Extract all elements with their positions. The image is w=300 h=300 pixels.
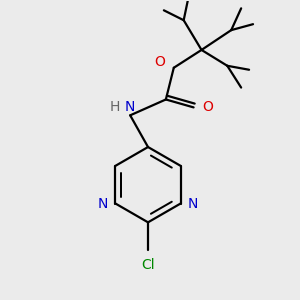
Text: O: O (202, 100, 213, 114)
Text: N: N (125, 100, 135, 114)
Text: N: N (188, 196, 198, 211)
Text: N: N (98, 196, 109, 211)
Text: O: O (154, 55, 165, 69)
Text: Cl: Cl (141, 258, 155, 272)
Text: H: H (110, 100, 120, 114)
